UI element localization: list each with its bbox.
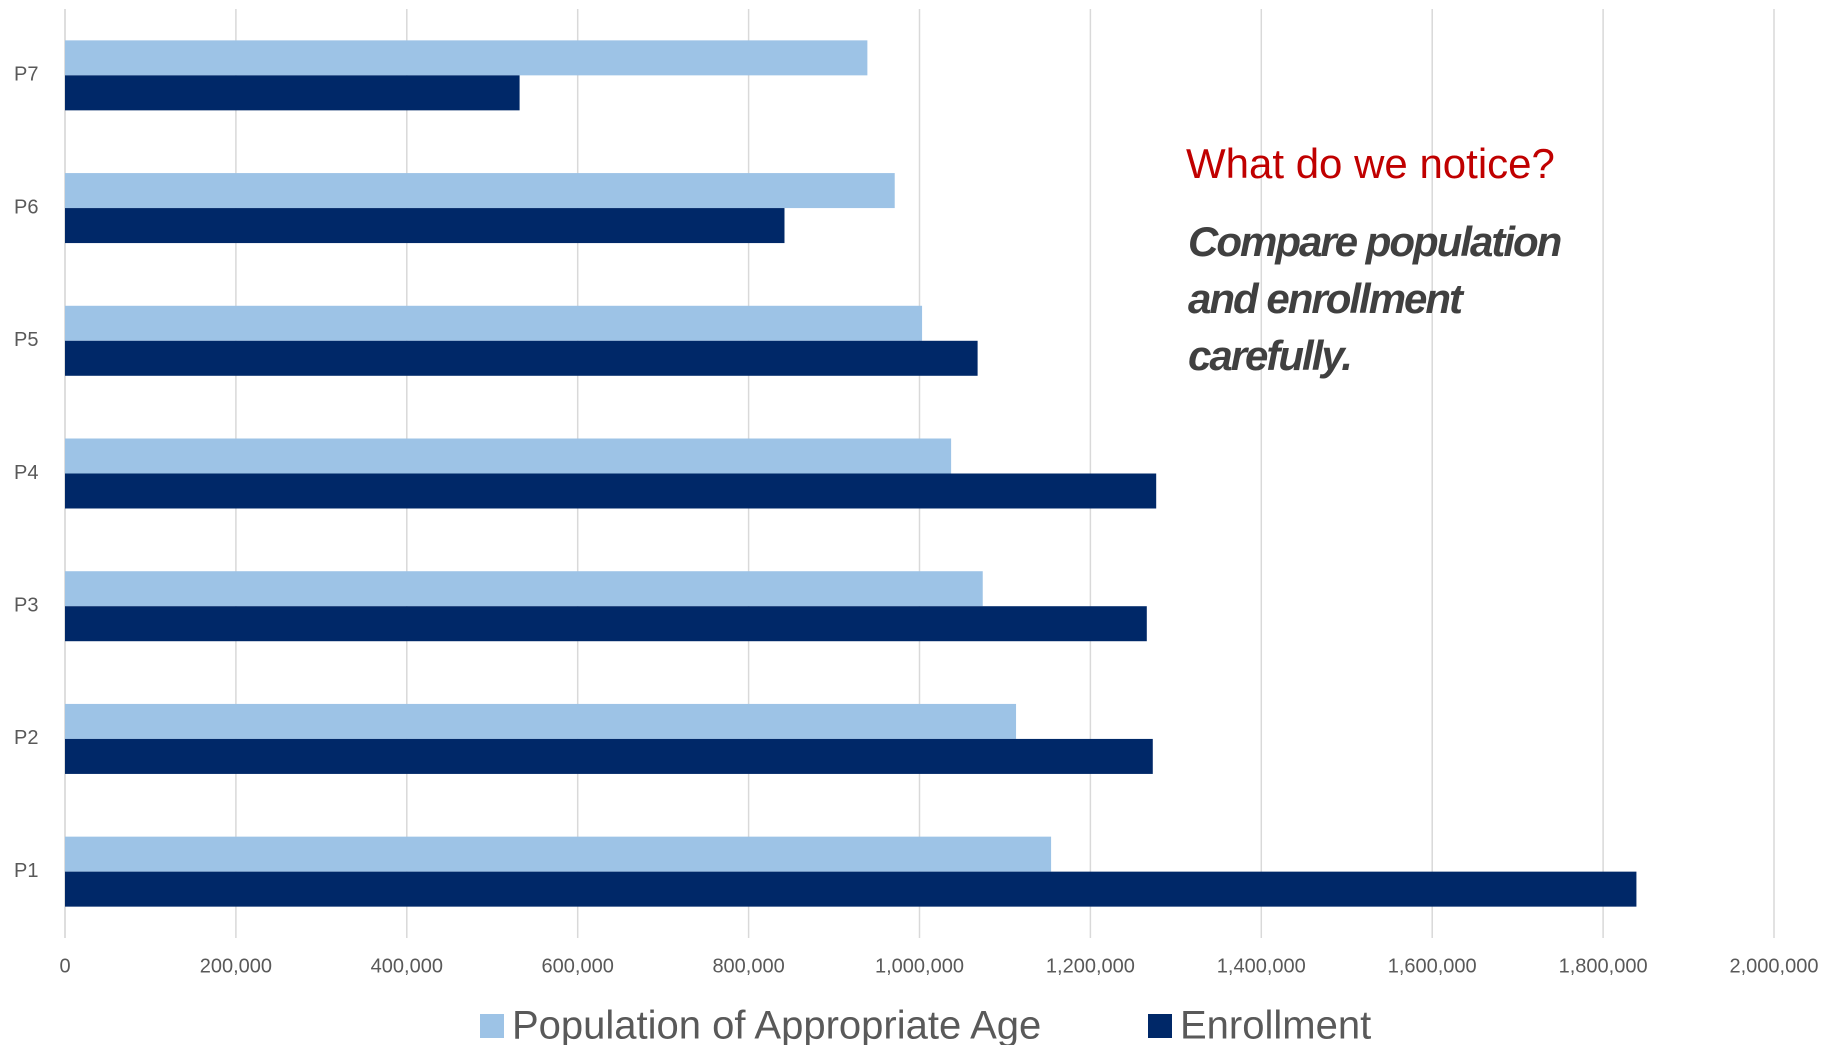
legend-label: Enrollment <box>1180 1004 1371 1045</box>
annotation: What do we notice? <box>1186 140 1555 187</box>
y-tick-label: P7 <box>14 64 38 86</box>
bar <box>65 836 1052 872</box>
y-tick-label: P4 <box>14 462 38 484</box>
x-tick-label: 2,000,000 <box>1730 955 1819 977</box>
annotation: and enrollment <box>1188 275 1465 322</box>
annotation: carefully. <box>1188 332 1351 379</box>
bar <box>65 40 868 76</box>
bar <box>65 438 952 474</box>
y-tick-label: P2 <box>14 727 38 749</box>
legend-label: Population of Appropriate Age <box>512 1004 1041 1045</box>
y-tick-label: P3 <box>14 594 38 616</box>
bar <box>65 703 1017 739</box>
x-tick-label: 1,600,000 <box>1388 955 1477 977</box>
x-tick-label: 1,400,000 <box>1217 955 1306 977</box>
x-tick-label: 1,800,000 <box>1559 955 1648 977</box>
bar <box>65 606 1147 642</box>
x-tick-label: 600,000 <box>542 955 614 977</box>
bar <box>65 305 923 341</box>
bar <box>65 871 1637 907</box>
bar <box>65 75 520 111</box>
x-tick-label: 200,000 <box>200 955 272 977</box>
bar <box>65 571 983 607</box>
x-tick-label: 1,200,000 <box>1046 955 1135 977</box>
legend-swatch <box>1148 1014 1172 1038</box>
y-tick-label: P6 <box>14 196 38 218</box>
bar <box>65 473 1157 509</box>
bar <box>65 738 1153 774</box>
bar <box>65 208 785 244</box>
x-tick-label: 800,000 <box>712 955 784 977</box>
y-tick-label: P1 <box>14 860 38 882</box>
x-tick-label: 1,000,000 <box>875 955 964 977</box>
legend-swatch <box>480 1014 504 1038</box>
y-tick-label: P5 <box>14 329 38 351</box>
x-tick-label: 0 <box>59 955 70 977</box>
x-tick-label: 400,000 <box>371 955 443 977</box>
bar <box>65 340 978 376</box>
annotation: Compare population <box>1188 218 1561 265</box>
bar <box>65 173 895 209</box>
